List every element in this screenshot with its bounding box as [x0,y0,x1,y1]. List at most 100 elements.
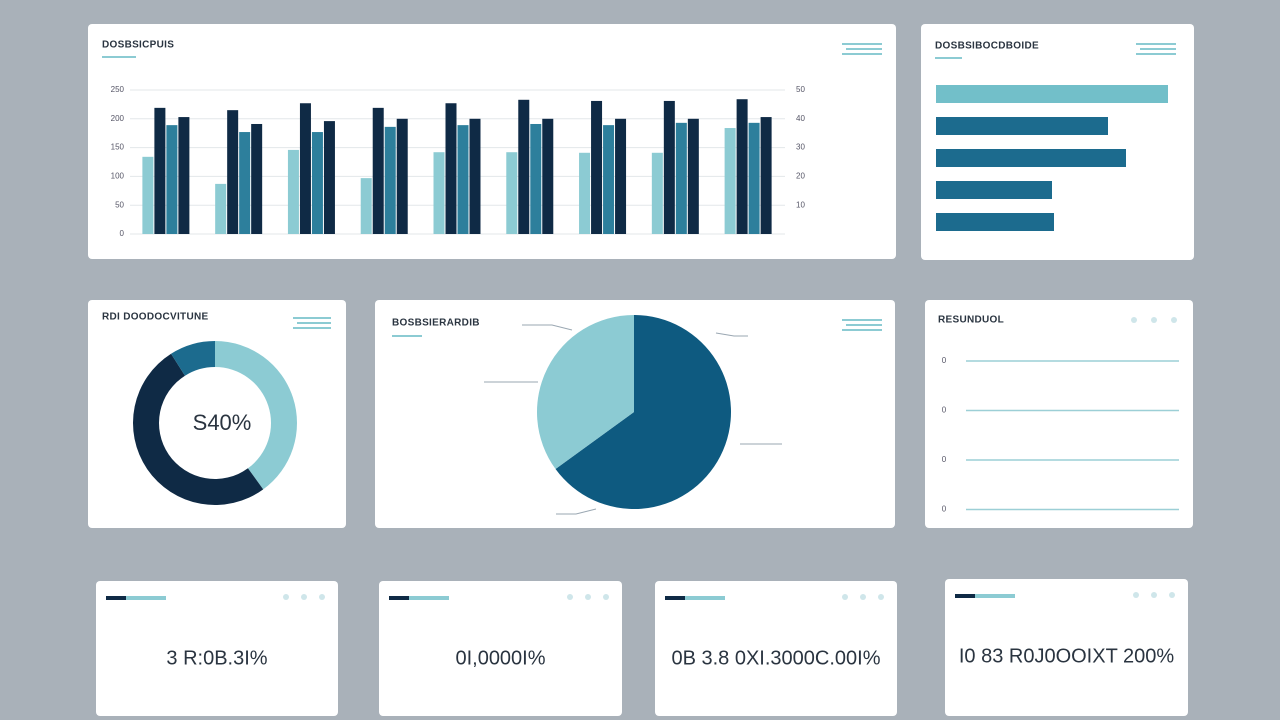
bar [384,126,396,234]
bar [615,118,627,234]
dot [860,594,866,600]
kpi-tag [409,596,449,600]
bar [239,132,251,234]
y2-tick-label: 10 [796,200,805,209]
kpi-tag [955,594,975,598]
dot [878,594,884,600]
leader [522,324,573,331]
y-tick-label: 200 [111,114,125,123]
kpi-card [379,581,622,716]
bar [166,125,178,234]
bar [748,122,760,234]
bar [299,103,311,234]
dot [1171,317,1177,323]
bar [936,85,1168,103]
dot [585,594,591,600]
bar [579,152,591,234]
donut-slice [215,341,297,490]
bar [518,99,530,235]
menu-icon [842,43,882,55]
kpi-tag [126,596,166,600]
bar [603,125,615,234]
y-tick-label: 100 [111,172,125,181]
pie-slice [555,315,732,509]
dot [603,594,609,600]
donut-slice [132,353,264,506]
donut-slice [171,341,215,376]
bar [227,110,239,234]
y-tick-label: 50 [115,200,124,209]
kpi-value: 3 R:0B.3I% [166,647,267,669]
bar [396,118,408,234]
dot [1151,317,1157,323]
row-label: 0 [942,406,947,415]
pie-slice [537,315,634,470]
bar [936,117,1108,135]
bar [360,178,372,234]
menu-icon [1136,43,1176,55]
kpi-value: 0B 3.8 0XI.3000C.00I% [671,647,880,669]
bar [311,132,323,234]
bar [530,123,542,234]
bar [675,122,687,234]
y2-tick-label: 50 [796,85,805,94]
chart-title: BOSBSIERARDIB [392,318,480,329]
chart-title: RDI DOODOCVITUNE [102,312,208,323]
row-label: 0 [942,455,947,464]
panel-title: RESUNDUOL [938,315,1004,326]
bar [287,149,299,234]
dot [567,594,573,600]
kpi-tag [665,596,685,600]
kpi-card [655,581,897,716]
dot [319,594,325,600]
bar [736,99,748,234]
kpi-tag [389,596,409,600]
bar [251,123,263,234]
bar [372,107,384,234]
bar [936,213,1054,231]
kpi-card [96,581,338,716]
bar [154,107,166,234]
bar [506,152,518,234]
menu-icon [293,317,331,329]
y2-tick-label: 40 [796,114,805,123]
row-label: 0 [942,505,947,514]
bar [936,181,1052,199]
bar [178,117,190,234]
kpi-value: 0I,0000I% [455,647,545,669]
bar [433,152,445,234]
bar [663,100,675,234]
pie-leaders [484,324,782,515]
dot [283,594,289,600]
leader [715,332,748,337]
chart-title: DOSBSICPUIS [102,40,174,51]
donut-center-label: S40% [193,410,252,435]
y-tick-label: 0 [120,229,125,238]
bar [542,118,554,234]
y2-tick-label: 20 [796,172,805,181]
bar [445,103,457,234]
dot [842,594,848,600]
dot [1131,317,1137,323]
kpi-tag [975,594,1015,598]
bar [469,118,481,234]
bar [142,156,154,234]
bar [760,117,772,234]
bar [457,125,469,234]
kpi-tag [106,596,126,600]
dot [1151,592,1157,598]
dot [1169,592,1175,598]
bar [215,183,227,234]
kpi-card [945,579,1188,716]
y-tick-label: 250 [111,85,125,94]
panel [921,24,1194,260]
panel [88,24,896,259]
y-tick-label: 150 [111,143,125,152]
bar [323,121,335,234]
kpi-value: I0 83 R0J0OOIXT 200% [959,645,1175,667]
dot [301,594,307,600]
bar [687,118,699,234]
bar [591,100,603,234]
panel-dots [1131,317,1177,323]
